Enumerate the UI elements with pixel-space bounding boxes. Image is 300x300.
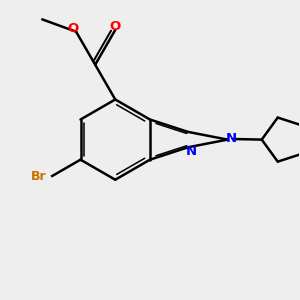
Text: O: O [67, 22, 78, 35]
Text: N: N [186, 145, 197, 158]
Text: O: O [110, 20, 121, 33]
Text: Br: Br [31, 169, 47, 182]
Text: N: N [226, 132, 237, 145]
